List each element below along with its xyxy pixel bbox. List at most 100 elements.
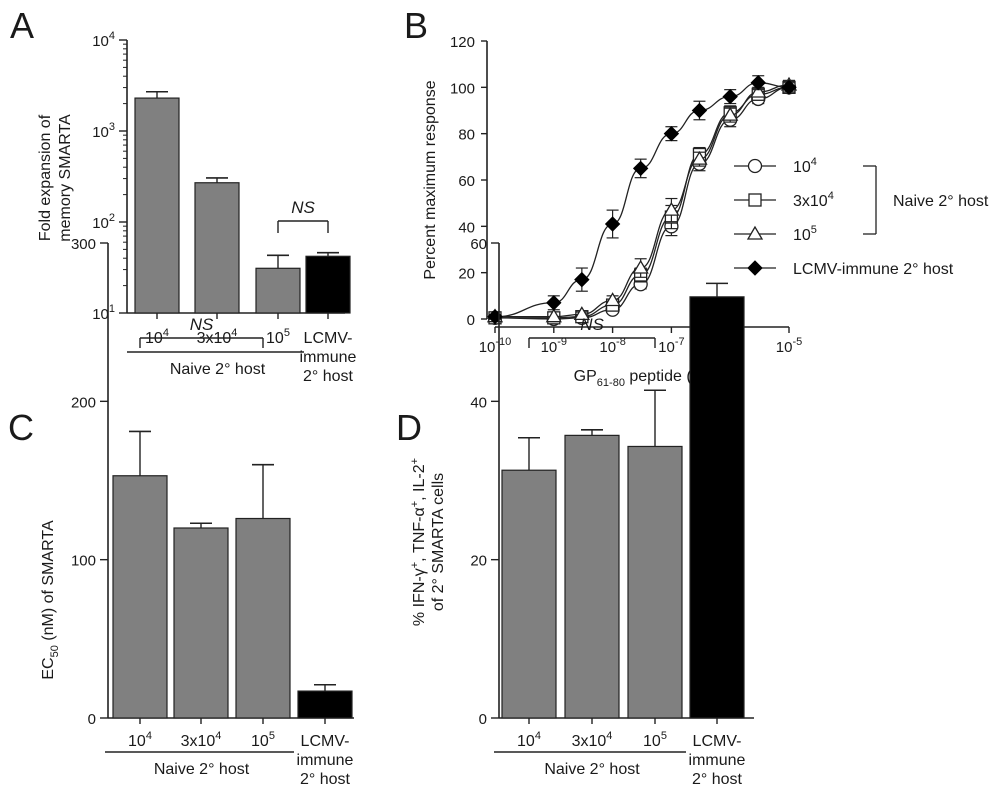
panel-letter: B: [404, 5, 428, 46]
bar: [305, 255, 351, 314]
bar: [297, 690, 353, 719]
marker-triangle: [750, 83, 767, 98]
category-label: immune: [297, 752, 354, 769]
y-tick-label: 104: [92, 30, 115, 50]
panel-letter: C: [8, 407, 34, 448]
panel-letter: D: [396, 407, 422, 448]
bar: [112, 475, 168, 719]
category-label: LCMV-: [304, 330, 353, 347]
legend-label: 104: [793, 156, 817, 176]
category-label: 3x104: [572, 730, 613, 750]
y-tick-label: 0: [479, 711, 487, 728]
category-label: 2° host: [303, 368, 354, 385]
y-tick-label: 101: [92, 303, 115, 323]
bar: [235, 517, 291, 719]
legend-label: 3x104: [793, 190, 834, 210]
group-label: Naive 2° host: [154, 761, 250, 778]
category-label: 104: [145, 327, 169, 347]
marker-triangle: [632, 259, 649, 274]
category-label: immune: [300, 349, 357, 366]
y-axis-label: % IFN-γ+, TNF-α+, IL-2+: [409, 458, 428, 626]
category-label: 2° host: [692, 771, 743, 788]
bar: [173, 527, 229, 719]
marker-diamond: [722, 88, 738, 105]
y-tick-label: 20: [470, 553, 487, 570]
x-tick-label: 10-7: [658, 336, 684, 356]
bar: [689, 296, 745, 719]
bar: [501, 469, 557, 719]
x-tick-label: 10-9: [541, 336, 567, 356]
marker-diamond: [604, 216, 621, 232]
y-tick-label: 0: [88, 711, 96, 728]
y-tick-label: 60: [458, 173, 475, 190]
marker-triangle: [691, 150, 708, 165]
series-line: [494, 82, 790, 318]
category-label: 104: [517, 730, 541, 750]
marker-triangle: [663, 201, 680, 216]
legend-label: 105: [793, 224, 817, 244]
y-tick-label: 20: [458, 266, 475, 283]
x-tick-label: 10-8: [599, 336, 625, 356]
y-tick-label: 60: [470, 236, 487, 253]
marker-diamond: [574, 271, 590, 288]
marker-diamond: [663, 125, 680, 142]
bar: [134, 97, 180, 314]
significance-label: NS: [291, 198, 315, 217]
group-label: Naive 2° host: [170, 361, 266, 378]
category-label: 105: [266, 327, 290, 347]
y-axis-label: EC50 (nM) of SMARTA: [40, 520, 61, 680]
marker-diamond: [691, 102, 708, 119]
y-tick-label: 300: [71, 236, 96, 253]
category-label: LCMV-: [693, 733, 742, 750]
panel-letter: A: [10, 5, 34, 46]
marker-diamond: [632, 160, 649, 177]
marker-triangle: [746, 225, 764, 240]
series-line: [494, 84, 790, 318]
marker-triangle: [722, 106, 739, 121]
y-axis-label: of 2° SMARTA cells: [430, 473, 447, 611]
series-line: [494, 86, 790, 320]
category-label: 105: [251, 730, 275, 750]
group-label: Naive 2° host: [544, 761, 640, 778]
y-axis-label: Percent maximum response: [422, 80, 439, 279]
y-tick-label: 0: [467, 312, 475, 329]
category-label: immune: [689, 752, 746, 769]
x-tick-label: 10-5: [776, 336, 802, 356]
category-label: 3x104: [181, 730, 222, 750]
y-tick-label: 40: [458, 219, 475, 236]
y-tick-label: 100: [71, 553, 96, 570]
legend-label: LCMV-immune 2° host: [793, 261, 954, 278]
marker-triangle: [545, 308, 562, 323]
y-axis-label: memory SMARTA: [57, 114, 74, 242]
marker-diamond: [750, 74, 766, 91]
significance-label: NS: [190, 315, 214, 334]
marker-triangle: [573, 306, 590, 321]
category-label: 105: [643, 730, 667, 750]
significance-label: NS: [580, 315, 604, 334]
panel-c: 104 3x104 105 LCMV-immune 2° host Naive 2° ho…: [40, 236, 354, 788]
category-label: 104: [128, 730, 152, 750]
category-label: LCMV-: [301, 733, 350, 750]
series: [487, 74, 797, 325]
y-axis-label: Fold expansion of: [37, 114, 54, 241]
y-tick-label: 200: [71, 394, 96, 411]
bar: [194, 182, 240, 314]
y-tick-label: 40: [470, 394, 487, 411]
marker-diamond: [747, 260, 763, 276]
x-tick-label: 10-10: [479, 336, 512, 356]
bar: [255, 267, 301, 314]
y-tick-label: 103: [92, 121, 115, 141]
x-axis-label: GP61-80 peptide (M): [574, 368, 711, 389]
marker-square: [748, 193, 762, 207]
marker-diamond: [781, 79, 797, 96]
y-tick-label: 102: [92, 212, 115, 232]
panel-d: 104 3x104 105 LCMV-immune 2° host Naive 2° ho…: [409, 236, 754, 788]
y-tick-label: 80: [458, 127, 475, 144]
bar: [627, 445, 683, 719]
marker-diamond: [546, 295, 562, 311]
y-tick-label: 100: [450, 80, 475, 97]
bar: [564, 434, 620, 719]
legend-bracket-label: Naive 2° host: [893, 193, 989, 210]
